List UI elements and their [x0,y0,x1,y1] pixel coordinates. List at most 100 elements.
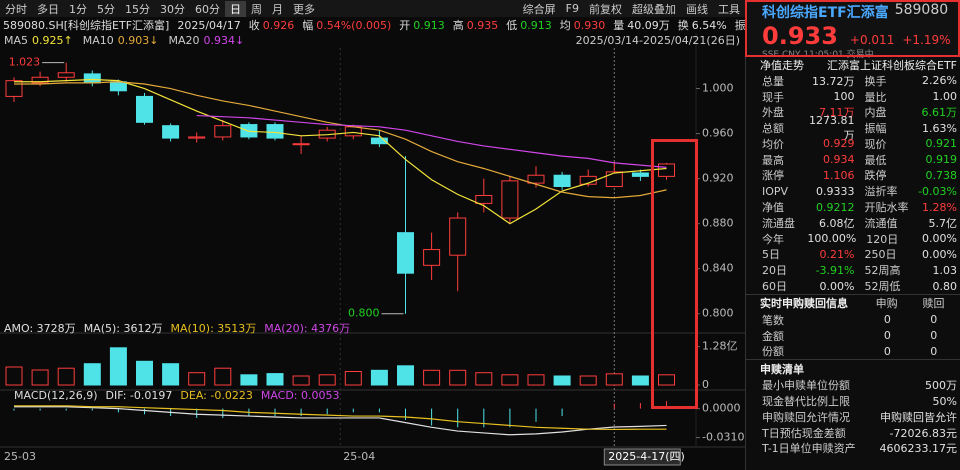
row-value: -0.03% [918,184,957,198]
candle-body [292,143,310,146]
field-label: 量 [613,19,625,32]
quote-row: 20日 -3.91% 52周高 1.03 [746,262,960,278]
tab[interactable]: 净值走势 [760,58,804,72]
row-value: 1.63% [922,121,957,135]
toolbar-button[interactable]: 日 [225,0,246,17]
toolbar-button[interactable]: 画线 [686,2,708,16]
legend-item: DEA: -0.0223 [180,389,252,402]
field-label: 高 [452,19,464,32]
row-value: 1.03 [932,263,958,277]
row-value: 0.00% [922,247,957,261]
candle-body [475,195,493,204]
row-value: 50% [932,394,957,408]
row-label: 250日 [864,248,897,262]
row-value: 0.00% [819,279,855,293]
row-label: 总量 [762,74,784,88]
row-label: 内盘 [864,106,887,120]
indicator-line [14,78,667,225]
row-label: 量比 [864,90,887,104]
toolbar-button[interactable]: 30分 [160,2,185,16]
quote-row: 今年 100.00% 120日 0.00% [746,231,960,247]
toolbar-button[interactable]: F9 [565,2,579,15]
toolbar-button[interactable]: 60分 [195,2,220,16]
field-value: 0.930 [573,18,606,32]
row-value: 0.934 [823,153,855,167]
volume-bar [423,369,441,386]
row-value: 7.11万 [819,106,855,120]
row-label: 涨停 [762,169,784,183]
volume-bar [31,369,49,386]
realtime-row: 金额 0 0 [746,328,960,344]
range-label: 2025/03/14-2025/04/21(26日) [576,34,740,47]
candle-body [188,136,206,139]
indicator-line [196,114,667,168]
change: +0.011 [849,33,895,47]
price: 0.933 [762,22,838,50]
quote-panel: 科创综指ETF汇添富 589080 0.933 +0.011 +1.19% SSE CNY… [745,0,960,470]
row-value: 100 [833,89,855,103]
volume-bar [5,366,23,386]
volume-bar [344,371,362,386]
legend-title: AMO: 3728万 [4,322,76,335]
fund-short-name: 科创综指ETF汇添富 [762,5,889,21]
toolbar-button[interactable]: 前复权 [589,2,622,16]
quote-row: 涨停 1.106 跌停 0.738 [746,168,960,184]
field-value: 0.935 [466,18,499,32]
row-value: 6.08亿 [819,216,855,230]
candle-body [370,137,388,145]
realtime-row: 笔数 0 0 [746,312,960,328]
field-value: 0.913 [413,18,445,32]
quote-title-row: 科创综指ETF汇添富 589080 [762,2,960,22]
candle-body [57,72,75,78]
row-value: 500万 [925,379,957,393]
volume-bar [449,369,467,386]
row-value: 0 [930,313,938,327]
volume-bar [553,375,571,386]
volume-bar [605,373,623,386]
row-value: 2.26% [922,74,957,88]
row-value: 0.80 [932,279,958,293]
toolbar-button[interactable]: 1分 [69,2,87,16]
toolbar-button[interactable]: 超级叠加 [632,2,676,16]
x-tick-label: 25-03 [4,450,36,463]
row-label: 净值 [762,201,784,215]
toolbar-button[interactable]: 5分 [97,2,115,16]
quote-row: 均价 0.929 现价 0.921 [746,136,960,152]
candle-body [631,172,649,177]
highlight-box [745,0,960,57]
list-row: T日预估现金差额 -72026.83元 [746,425,960,441]
toolbar-button[interactable]: 15分 [125,2,150,16]
field-label: 换 [677,19,689,32]
toolbar-button[interactable]: 月 [272,2,283,16]
date: 2025/04/17 [177,18,241,32]
field-value: 40.09万 [627,19,670,32]
row-label: 笔数 [762,313,784,327]
volume-bar [57,367,75,386]
annotation-label: 1.023 [9,56,41,69]
row-label: T日预估现金差额 [762,426,846,440]
toolbar-button[interactable]: 多日 [37,2,59,16]
candle-body [344,126,362,137]
volume-bar [501,374,519,386]
row-value: 0.9212 [816,200,855,214]
row-label: 60日 [762,280,787,294]
section-header: 申赎清单 [746,359,960,377]
row-label: 总额 [762,122,784,136]
highlight-box [651,139,698,409]
toolbar-button[interactable]: 工具 [718,2,740,16]
volume-bar [188,372,206,386]
toolbar-button[interactable]: 周 [251,2,262,16]
row-value: 0 [930,344,938,358]
toolbar-button[interactable]: 更多 [293,2,315,16]
y-tick-label: 0.920 [702,172,734,185]
candle-body [31,76,49,84]
row-label: 现价 [864,137,887,151]
candle-body [553,174,571,187]
toolbar-button[interactable]: 分时 [5,2,27,16]
row-label: 52周高 [864,264,901,278]
candle-body [266,124,284,139]
quote-row: 总量 13.72万 换手 2.26% [746,73,960,89]
toolbar-button[interactable]: 综合屏 [522,2,556,16]
row-value: 1273.81万 [809,113,855,142]
